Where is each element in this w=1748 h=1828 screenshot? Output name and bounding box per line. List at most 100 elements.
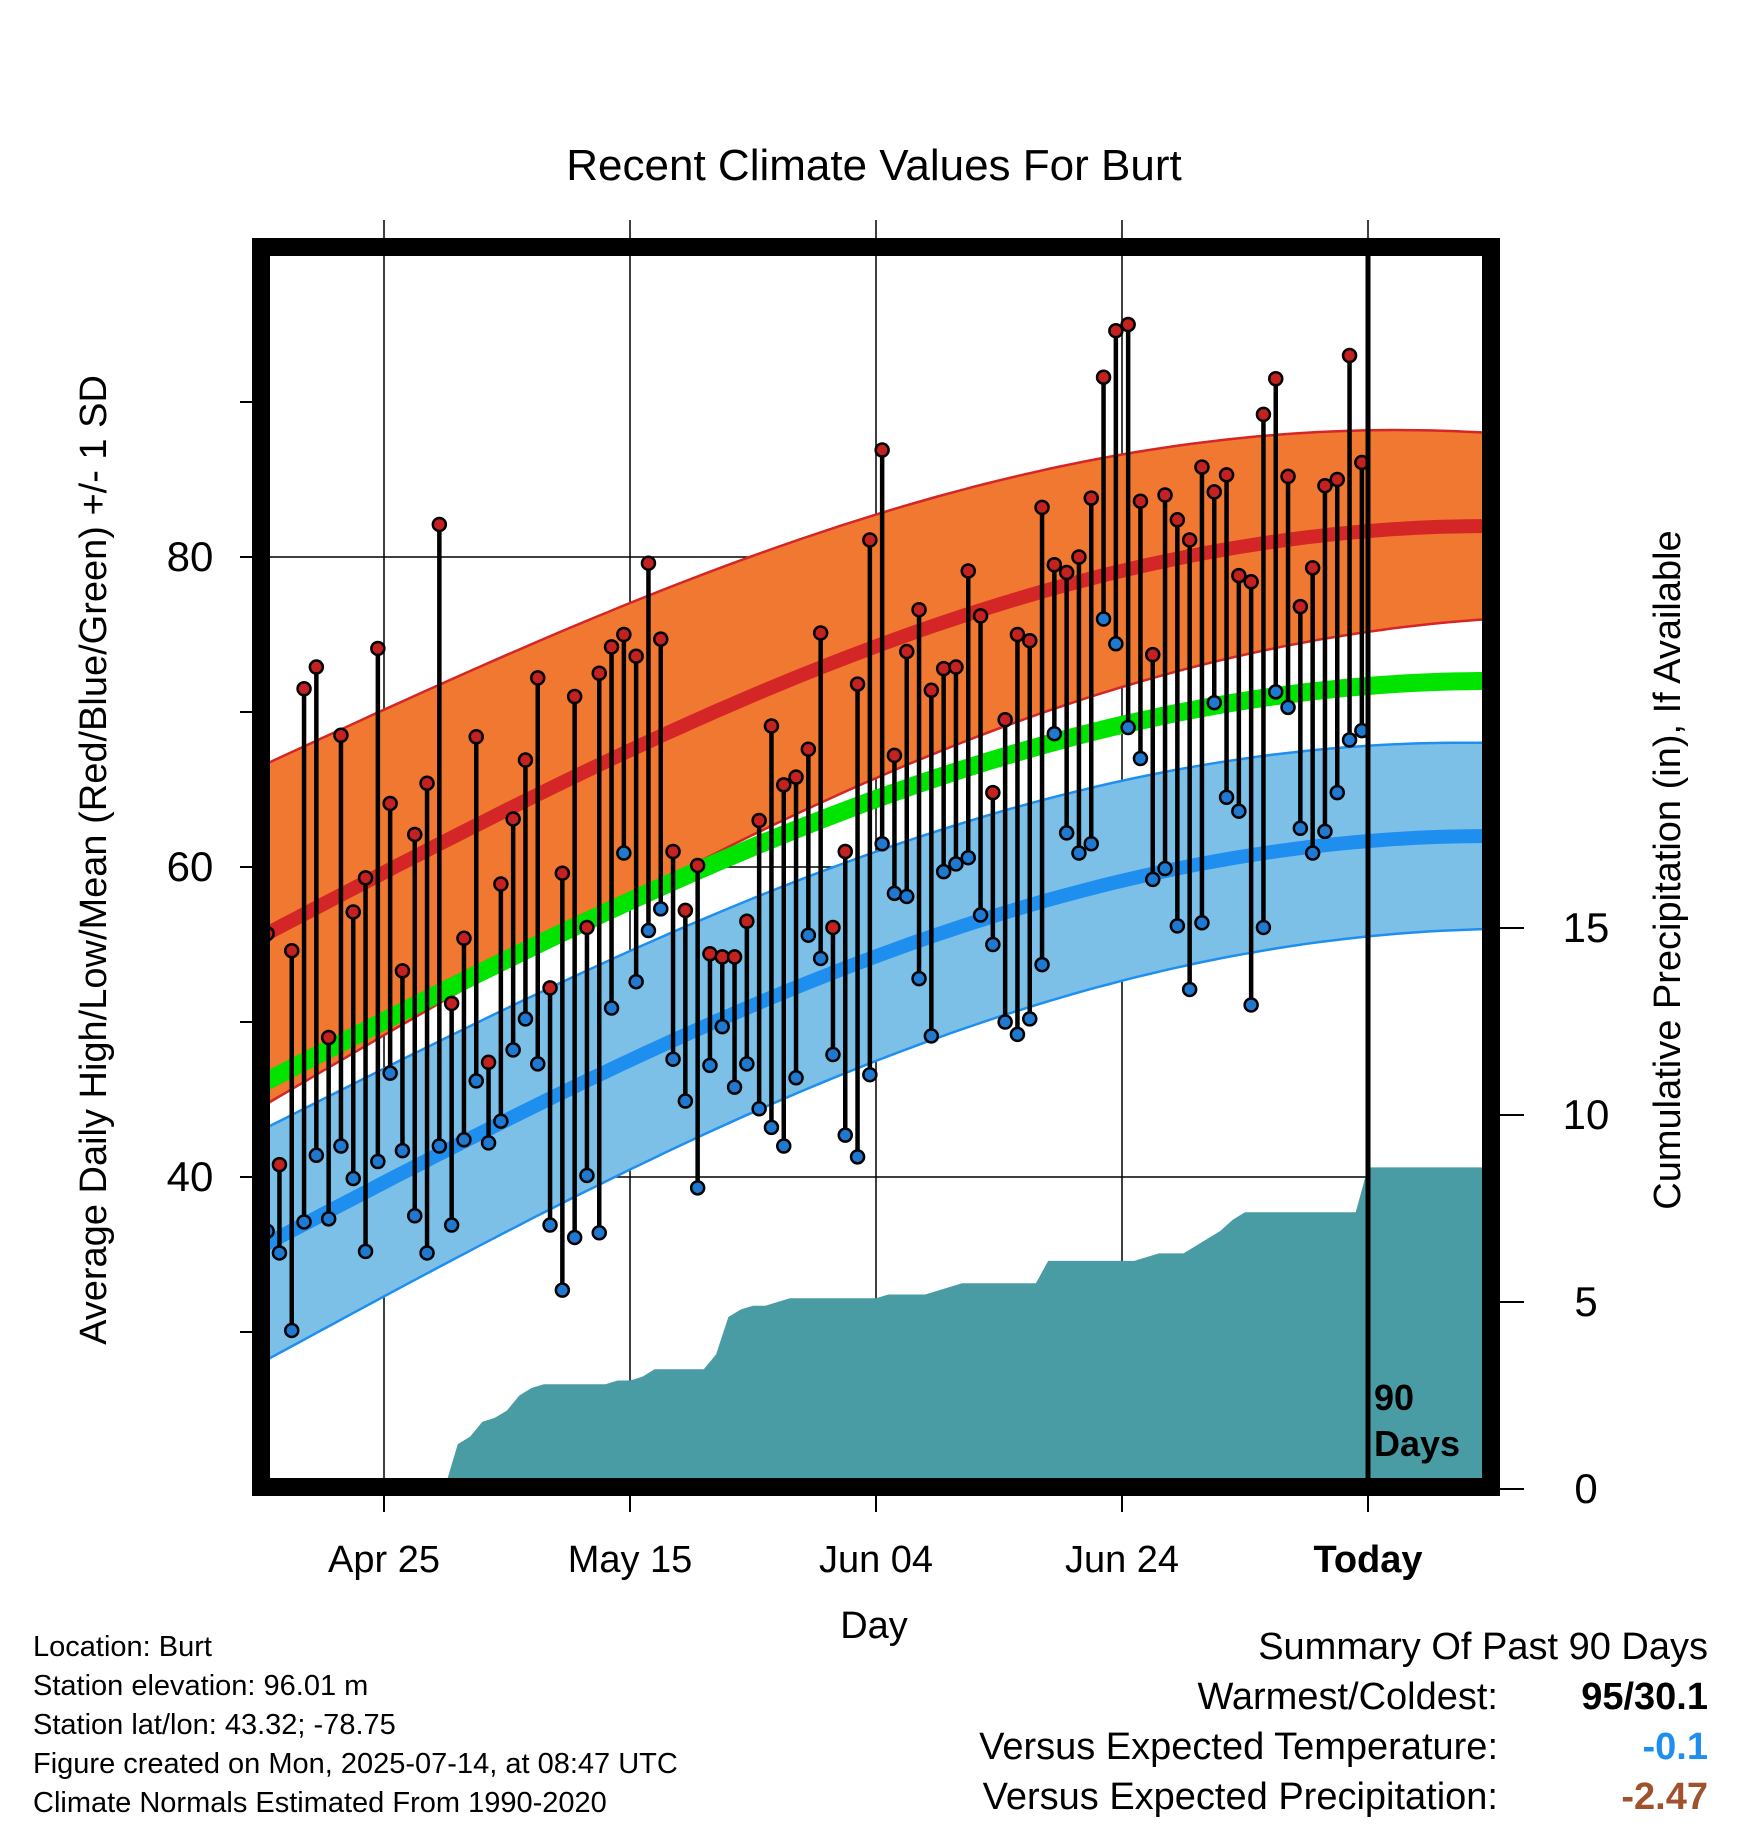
daily-low-point — [1304, 845, 1321, 861]
plot-area: 90 Days Apr 25 May 15 Jun 04 Jun 24 Today 40 60 8… — [167, 220, 1609, 1581]
daily-high-point — [972, 608, 989, 624]
daily-low-point — [812, 950, 829, 967]
summary-temp-row: Versus Expected Temperature: -0.1 — [979, 1722, 1708, 1772]
daily-low-point — [886, 885, 903, 902]
daily-high-point — [407, 826, 423, 843]
daily-high-point — [776, 777, 792, 793]
daily-high-point — [333, 727, 349, 743]
daily-low-point — [960, 849, 976, 866]
daily-high-point — [296, 681, 312, 697]
daily-low-point — [1231, 803, 1247, 819]
daily-high-point — [837, 843, 853, 860]
daily-high-point — [1169, 512, 1186, 528]
daily-low-point — [296, 1214, 312, 1230]
daily-high-point — [763, 718, 780, 734]
daily-low-point — [849, 1149, 866, 1165]
daily-high-point — [271, 1156, 288, 1173]
daily-low-point — [1157, 860, 1173, 877]
daily-low-point — [948, 856, 964, 872]
daily-low-point — [677, 1093, 694, 1109]
today-marker-label: 90 — [1374, 1377, 1414, 1418]
daily-high-point — [517, 752, 534, 768]
daily-low-point — [1181, 981, 1198, 998]
daily-low-point — [345, 1170, 361, 1187]
daily-low-point — [480, 1135, 497, 1151]
summary-precip-row: Versus Expected Precipitation: -2.47 — [979, 1772, 1708, 1822]
y-tick-label-left: 80 — [167, 533, 214, 580]
daily-low-point — [616, 845, 632, 861]
daily-low-point — [1169, 918, 1186, 934]
station-info: Location: Burt Station elevation: 96.01 … — [33, 1628, 678, 1823]
y-tick-label-right: 0 — [1574, 1465, 1597, 1512]
daily-low-point — [419, 1245, 435, 1261]
daily-low-point — [653, 901, 669, 917]
daily-high-point — [431, 516, 448, 533]
daily-low-point — [1206, 694, 1222, 711]
daily-high-point — [1304, 560, 1321, 576]
daily-low-point — [1132, 750, 1149, 767]
daily-low-point — [997, 1014, 1013, 1030]
daily-high-point — [1071, 549, 1087, 565]
x-tick-label: May 15 — [568, 1539, 693, 1581]
daily-low-point — [1095, 611, 1112, 627]
daily-low-point — [1083, 836, 1099, 852]
y-axis-label-left: Average Daily High/Low/Mean (Red/Blue/Gr… — [73, 375, 115, 1345]
y-tick-label-left: 60 — [167, 843, 214, 890]
daily-high-point — [1317, 477, 1333, 494]
daily-low-point — [382, 1065, 398, 1081]
daily-low-point — [862, 1066, 878, 1083]
daily-high-point — [862, 532, 878, 548]
daily-high-point — [1280, 468, 1296, 485]
summary-temp-value: -0.1 — [1642, 1726, 1708, 1768]
daily-high-point — [1108, 322, 1124, 339]
daily-low-point — [1317, 823, 1333, 840]
daily-low-point — [468, 1073, 484, 1089]
daily-low-point — [308, 1147, 325, 1164]
daily-low-point — [763, 1119, 780, 1136]
daily-low-point — [407, 1208, 423, 1224]
daily-low-point — [665, 1051, 681, 1067]
summary-warmest-value: 95/30.1 — [1581, 1676, 1708, 1718]
daily-low-point — [431, 1138, 448, 1154]
daily-low-point — [579, 1167, 595, 1184]
daily-high-point — [554, 865, 571, 881]
daily-high-point — [997, 712, 1013, 728]
daily-high-point — [1194, 459, 1210, 475]
daily-high-point — [751, 812, 767, 829]
daily-low-point — [1071, 845, 1087, 861]
daily-high-point — [382, 795, 398, 812]
station-elevation: Station elevation: 96.01 m — [33, 1670, 369, 1702]
daily-high-point — [591, 665, 607, 681]
daily-high-point — [702, 946, 718, 962]
daily-high-point — [616, 626, 632, 643]
daily-high-point — [320, 1029, 337, 1046]
daily-high-point — [345, 904, 361, 920]
daily-high-point — [493, 876, 509, 892]
daily-high-point — [1083, 490, 1099, 506]
daily-low-point — [530, 1056, 546, 1072]
daily-high-point — [739, 913, 755, 929]
daily-low-point — [554, 1282, 571, 1298]
x-tick-label: Apr 25 — [328, 1539, 440, 1581]
daily-low-point — [899, 888, 915, 905]
daily-high-point — [628, 648, 644, 664]
daily-high-point — [1145, 646, 1161, 663]
daily-high-point — [726, 949, 743, 965]
daily-high-point — [308, 659, 325, 675]
daily-low-point — [1268, 684, 1284, 700]
daily-low-point — [788, 1070, 804, 1086]
x-tick-label: Jun 24 — [1065, 1539, 1179, 1581]
daily-high-point — [923, 682, 940, 699]
daily-high-point — [899, 643, 915, 660]
daily-low-point — [394, 1142, 411, 1159]
daily-low-point — [1280, 699, 1296, 716]
daily-high-point — [812, 625, 829, 641]
daily-low-point — [911, 970, 927, 987]
daily-high-point — [788, 769, 804, 785]
daily-low-point — [333, 1138, 349, 1154]
daily-low-point — [320, 1211, 337, 1227]
daily-low-point — [284, 1322, 300, 1339]
daily-low-point — [689, 1180, 706, 1196]
y-tick-label-right: 5 — [1574, 1278, 1597, 1325]
daily-high-point — [1231, 567, 1247, 584]
